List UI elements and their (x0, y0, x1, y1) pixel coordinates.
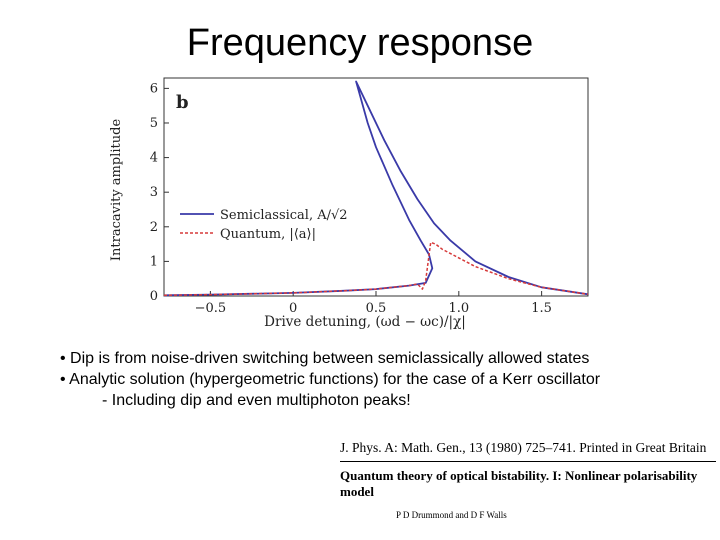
y-tick-label: 1 (150, 254, 158, 269)
bullet-list: • Dip is from noise-driven switching bet… (60, 348, 710, 411)
paper-title: Quantum theory of optical bistability. I… (340, 468, 698, 499)
panel-label: b (176, 92, 189, 113)
frequency-response-chart: −0.5 0 0.5 1.0 1.5 0 1 2 3 4 5 6 b Semiclassical, A… (109, 77, 589, 330)
paper-authors: P D Drummond and D F Walls (396, 510, 507, 520)
x-tick-label: −0.5 (195, 301, 227, 316)
reference-divider (340, 461, 716, 462)
series-line-semiclassical (163, 80, 589, 297)
y-tick-label: 3 (150, 185, 158, 200)
x-tick-label: 1.5 (531, 301, 552, 316)
plot-frame (163, 77, 589, 297)
y-tick-label: 5 (150, 116, 158, 131)
y-axis-label: Intracavity amplitude (109, 119, 124, 262)
y-tick-label: 0 (150, 289, 158, 304)
slide-title: Frequency response (186, 22, 534, 64)
y-tick-label: 6 (150, 81, 158, 96)
paper-reference: J. Phys. A: Math. Gen., 13 (1980) 725–74… (340, 440, 718, 520)
legend: Semiclassical, A/√2 Quantum, |⟨a⟩| (180, 208, 348, 242)
y-tick-label: 2 (150, 220, 158, 235)
x-tick-label: 0.5 (366, 301, 387, 316)
legend-label-quantum: Quantum, |⟨a⟩| (220, 227, 316, 242)
bullet-subitem: - Including dip and even multiphoton pea… (102, 392, 411, 409)
x-tick-label: 1.0 (448, 301, 469, 316)
x-tick-label: 0 (289, 301, 297, 316)
series-line-quantum (163, 241, 589, 297)
bullet-item: • Analytic solution (hypergeometric func… (60, 371, 601, 388)
journal-line: J. Phys. A: Math. Gen., 13 (1980) 725–74… (340, 440, 707, 455)
x-axis-label: Drive detuning, (ωd − ωc)/|χ| (264, 314, 466, 330)
y-tick-label: 4 (150, 151, 158, 166)
bullet-item: • Dip is from noise-driven switching bet… (60, 350, 590, 367)
legend-label-semiclassical: Semiclassical, A/√2 (220, 208, 348, 223)
